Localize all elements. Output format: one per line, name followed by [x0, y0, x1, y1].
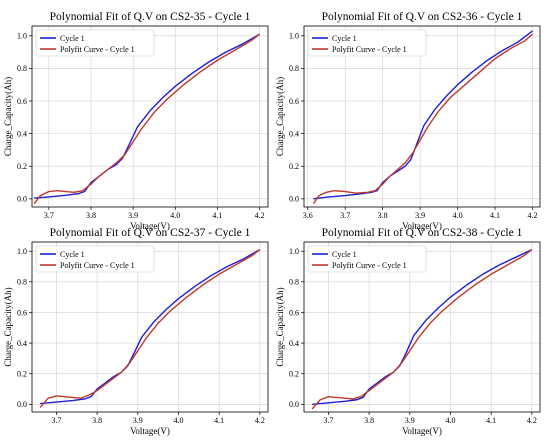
x-tick-label: 3.7 — [51, 416, 61, 425]
plot-frame — [31, 25, 269, 208]
x-tick-label: 3.7 — [340, 211, 350, 220]
x-tick-label: 3.8 — [364, 416, 374, 425]
y-tick-label: 1.0 — [289, 32, 299, 41]
y-tick-label: 0.2 — [289, 162, 299, 171]
series-line-cycle-1 — [40, 249, 261, 405]
x-tick-label: 4.2 — [255, 211, 265, 220]
x-tick-label: 3.7 — [44, 211, 54, 220]
y-tick-label: 0.0 — [289, 195, 299, 204]
x-tick-label: 4.1 — [214, 416, 224, 425]
x-tick-label: 3.9 — [405, 416, 415, 425]
y-tick-label: 0.2 — [17, 370, 27, 379]
y-tick-label: 1.0 — [17, 247, 27, 256]
chart-title: Polynomial Fit of Q.V on CS2-35 - Cycle … — [50, 11, 251, 23]
y-tick-label: 0.8 — [17, 64, 27, 73]
y-axis-label: Charge_Capacity(Ah) — [3, 77, 13, 156]
y-tick-label: 0.6 — [289, 97, 299, 106]
legend-label-polyfit: Polyfit Curve - Cycle 1 — [332, 261, 407, 270]
series-line-polyfit — [312, 33, 533, 205]
x-tick-label: 3.6 — [303, 211, 313, 220]
y-tick-label: 1.0 — [289, 247, 299, 256]
x-tick-label: 3.9 — [128, 211, 138, 220]
x-tick-label: 3.8 — [92, 416, 102, 425]
legend-label-cycle-1: Cycle 1 — [332, 250, 357, 259]
y-tick-label: 0.2 — [17, 162, 27, 171]
x-tick-label: 4.1 — [486, 416, 496, 425]
y-tick-label: 0.8 — [17, 278, 27, 287]
x-axis-label: Voltage(V) — [130, 426, 170, 436]
chart-panel-cs2-37: 3.7 3.8 3.9 4.0 4.1 4.2 0.0 0.2 0.4 0.6 0.8 1.0 Poly… — [3, 227, 269, 436]
legend-box — [35, 245, 155, 273]
x-tick-label: 4.1 — [212, 211, 222, 220]
legend-label-cycle-1: Cycle 1 — [60, 250, 85, 259]
series-line-cycle-1 — [313, 30, 533, 200]
plot-frame — [31, 241, 269, 413]
y-tick-label: 0.4 — [17, 129, 27, 138]
y-tick-label: 0.4 — [289, 129, 299, 138]
y-tick-label: 0.6 — [17, 97, 27, 106]
x-tick-label: 4.0 — [445, 416, 455, 425]
y-tick-label: 0.2 — [289, 370, 299, 379]
y-tick-label: 0.4 — [17, 339, 27, 348]
y-tick-label: 0.0 — [17, 400, 27, 409]
y-tick-label: 0.0 — [289, 400, 299, 409]
y-axis-label: Charge_Capacity(Ah) — [3, 287, 13, 366]
x-tick-label: 4.0 — [453, 211, 463, 220]
chart-panel-cs2-36: 3.6 3.7 3.8 3.9 4.0 4.1 4.2 0.0 0.2 0.4 0.6 0.8 1.0 P… — [275, 11, 541, 231]
y-axis-label: Charge_Capacity(Ah) — [275, 77, 285, 156]
series-line-cycle-1 — [34, 33, 260, 199]
series-line-polyfit — [33, 33, 260, 205]
x-tick-label: 4.1 — [490, 211, 500, 220]
y-axis-label: Charge_Capacity(Ah) — [275, 287, 285, 366]
legend-label-polyfit: Polyfit Curve - Cycle 1 — [60, 261, 135, 270]
legend-label-cycle-1: Cycle 1 — [60, 34, 85, 43]
y-tick-label: 1.0 — [17, 32, 27, 41]
y-tick-label: 0.8 — [289, 64, 299, 73]
x-axis-label: Voltage(V) — [130, 221, 170, 231]
chart-title: Polynomial Fit of Q.V on CS2-37 - Cycle … — [50, 227, 251, 239]
y-tick-label: 0.0 — [17, 195, 27, 204]
x-tick-label: 4.0 — [173, 416, 183, 425]
chart-title: Polynomial Fit of Q.V on CS2-38 - Cycle … — [322, 227, 523, 239]
x-tick-label: 3.8 — [378, 211, 388, 220]
plot-frame — [303, 25, 541, 208]
chart-title: Polynomial Fit of Q.V on CS2-36 - Cycle … — [322, 11, 523, 23]
y-tick-label: 0.4 — [289, 339, 299, 348]
legend-label-polyfit: Polyfit Curve - Cycle 1 — [332, 45, 407, 54]
y-tick-label: 0.6 — [289, 308, 299, 317]
x-axis-label: Voltage(V) — [402, 426, 442, 436]
legend-box — [35, 29, 155, 57]
x-tick-label: 4.2 — [528, 211, 538, 220]
legend-box — [307, 29, 427, 57]
x-tick-label: 4.2 — [527, 416, 537, 425]
series-line-polyfit — [311, 249, 533, 410]
legend-box — [307, 245, 427, 273]
legend-label-cycle-1: Cycle 1 — [332, 34, 357, 43]
x-axis-label: Voltage(V) — [402, 221, 442, 231]
series-line-cycle-1 — [312, 249, 533, 406]
x-tick-label: 3.9 — [133, 416, 143, 425]
series-line-polyfit — [39, 249, 261, 408]
x-tick-label: 3.8 — [86, 211, 96, 220]
y-tick-label: 0.6 — [17, 308, 27, 317]
legend-label-polyfit: Polyfit Curve - Cycle 1 — [60, 45, 135, 54]
y-tick-label: 0.8 — [289, 278, 299, 287]
x-tick-label: 3.7 — [323, 416, 333, 425]
x-tick-label: 4.2 — [255, 416, 265, 425]
chart-panel-cs2-38: 3.7 3.8 3.9 4.0 4.1 4.2 0.0 0.2 0.4 0.6 0.8 1.0 Poly… — [275, 227, 541, 436]
chart-panel-cs2-35: 3.7 3.8 3.9 4.0 4.1 4.2 0.0 0.2 0.4 0.6 0.8 1.0 Poly… — [3, 11, 269, 231]
plot-frame — [303, 241, 541, 413]
x-tick-label: 4.0 — [170, 211, 180, 220]
x-tick-label: 3.9 — [415, 211, 425, 220]
